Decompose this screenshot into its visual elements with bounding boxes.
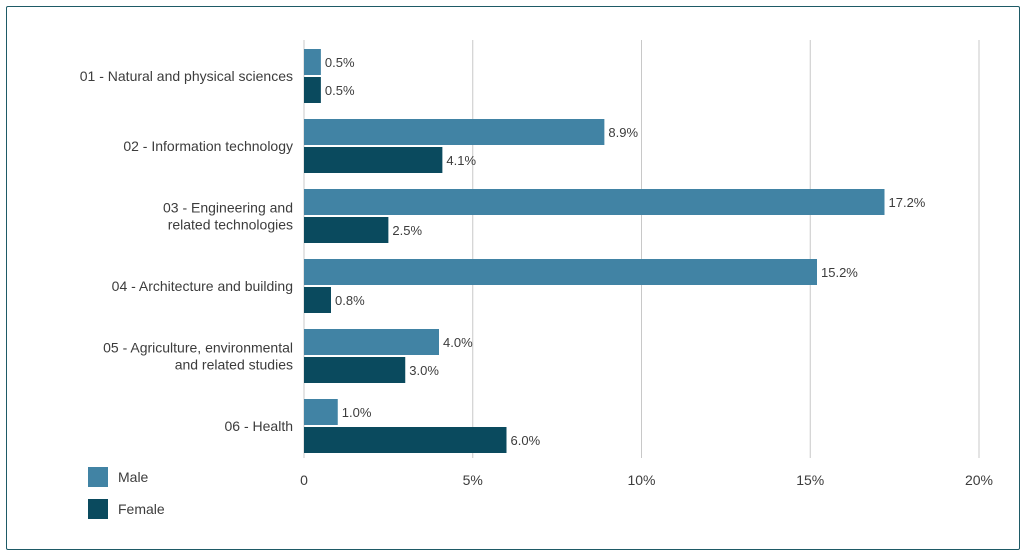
value-label-female-5: 3.0%	[409, 363, 439, 378]
x-tick-label-2: 10%	[627, 472, 655, 488]
category-label-4: 04 - Architecture and building	[112, 278, 293, 294]
value-label-male-4: 15.2%	[821, 265, 858, 280]
value-label-male-2: 8.9%	[608, 125, 638, 140]
x-tick-label-1: 5%	[463, 472, 483, 488]
category-label-2: 02 - Information technology	[123, 138, 293, 154]
bar-male-5	[304, 329, 439, 355]
value-label-male-1: 0.5%	[325, 55, 355, 70]
bar-female-5	[304, 357, 406, 383]
x-tick-label-3: 15%	[796, 472, 824, 488]
bar-male-6	[304, 399, 338, 425]
bar-female-2	[304, 147, 443, 173]
chart-frame	[6, 6, 1020, 550]
legend-item-male: Male	[88, 463, 165, 491]
bar-male-2	[304, 119, 605, 145]
value-label-female-2: 4.1%	[446, 153, 476, 168]
category-label-5-line-2: and related studies	[175, 357, 293, 373]
category-label-3-line-1: 03 - Engineering and	[163, 200, 293, 216]
bar-female-3	[304, 217, 389, 243]
category-label-1: 01 - Natural and physical sciences	[80, 68, 293, 84]
value-label-female-4: 0.8%	[335, 293, 365, 308]
bar-male-3	[304, 189, 885, 215]
value-label-female-1: 0.5%	[325, 83, 355, 98]
value-label-male-6: 1.0%	[342, 405, 372, 420]
category-label-3-line-2: related technologies	[168, 217, 293, 233]
bar-male-1	[304, 49, 321, 75]
value-label-female-6: 6.0%	[511, 433, 541, 448]
bar-male-4	[304, 259, 817, 285]
bar-female-1	[304, 77, 321, 103]
legend-label-male: Male	[118, 469, 149, 485]
legend: Male Female	[88, 463, 165, 527]
bar-female-4	[304, 287, 331, 313]
value-label-female-3: 2.5%	[392, 223, 422, 238]
legend-label-female: Female	[118, 501, 165, 517]
bar-female-6	[304, 427, 507, 453]
legend-item-female: Female	[88, 495, 165, 523]
value-label-male-3: 17.2%	[889, 195, 926, 210]
legend-swatch-female	[88, 499, 108, 519]
legend-swatch-male	[88, 467, 108, 487]
category-label-5-line-1: 05 - Agriculture, environmental	[103, 340, 293, 356]
category-label-6: 06 - Health	[225, 418, 293, 434]
x-tick-label-0: 0	[300, 472, 308, 488]
value-label-male-5: 4.0%	[443, 335, 473, 350]
x-tick-label-4: 20%	[965, 472, 993, 488]
